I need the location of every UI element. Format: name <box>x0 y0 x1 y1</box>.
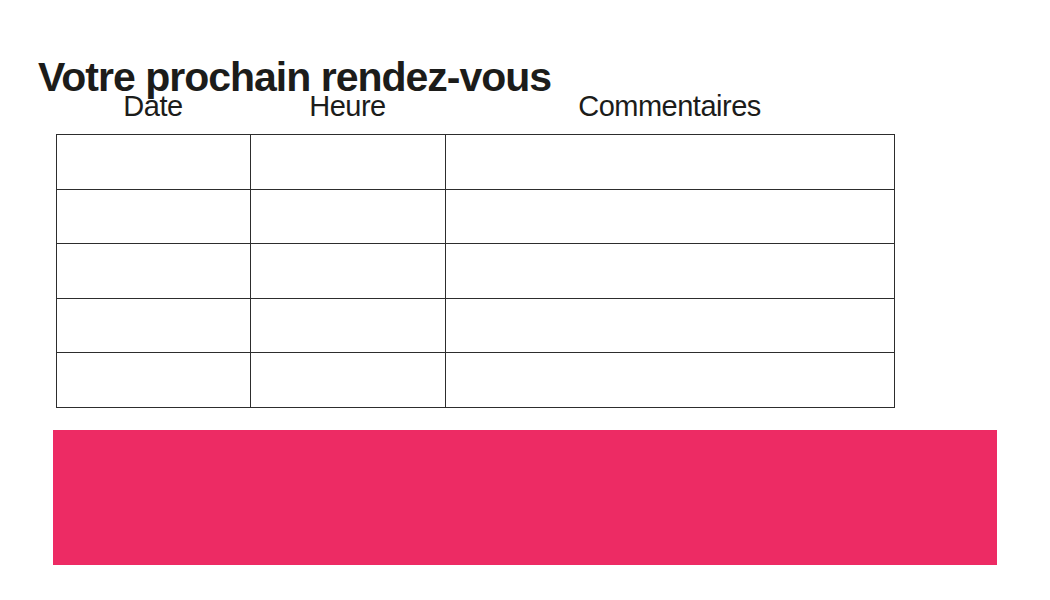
table-row <box>57 189 895 244</box>
table-cell <box>57 244 251 299</box>
accent-banner <box>53 430 997 565</box>
table-cell <box>446 244 895 299</box>
table-cell <box>446 189 895 244</box>
document-page: Votre prochain rendez-vous Date Heure Co… <box>0 0 1050 600</box>
table-cell <box>251 353 446 408</box>
column-header-commentaires: Commentaires <box>445 92 894 121</box>
appointments-table <box>56 134 895 408</box>
column-header-heure: Heure <box>250 92 445 121</box>
table-cell <box>57 298 251 353</box>
table-cell <box>446 353 895 408</box>
table-cell <box>251 298 446 353</box>
table-cell <box>57 189 251 244</box>
table-row <box>57 244 895 299</box>
table-row <box>57 353 895 408</box>
table-cell <box>446 135 895 190</box>
table-column-headers: Date Heure Commentaires <box>56 92 894 121</box>
table-cell <box>251 135 446 190</box>
table-cell <box>446 298 895 353</box>
table-row <box>57 298 895 353</box>
table-cell <box>251 189 446 244</box>
table-row <box>57 135 895 190</box>
column-header-date: Date <box>56 92 250 121</box>
table-cell <box>57 135 251 190</box>
table-cell <box>251 244 446 299</box>
table-cell <box>57 353 251 408</box>
